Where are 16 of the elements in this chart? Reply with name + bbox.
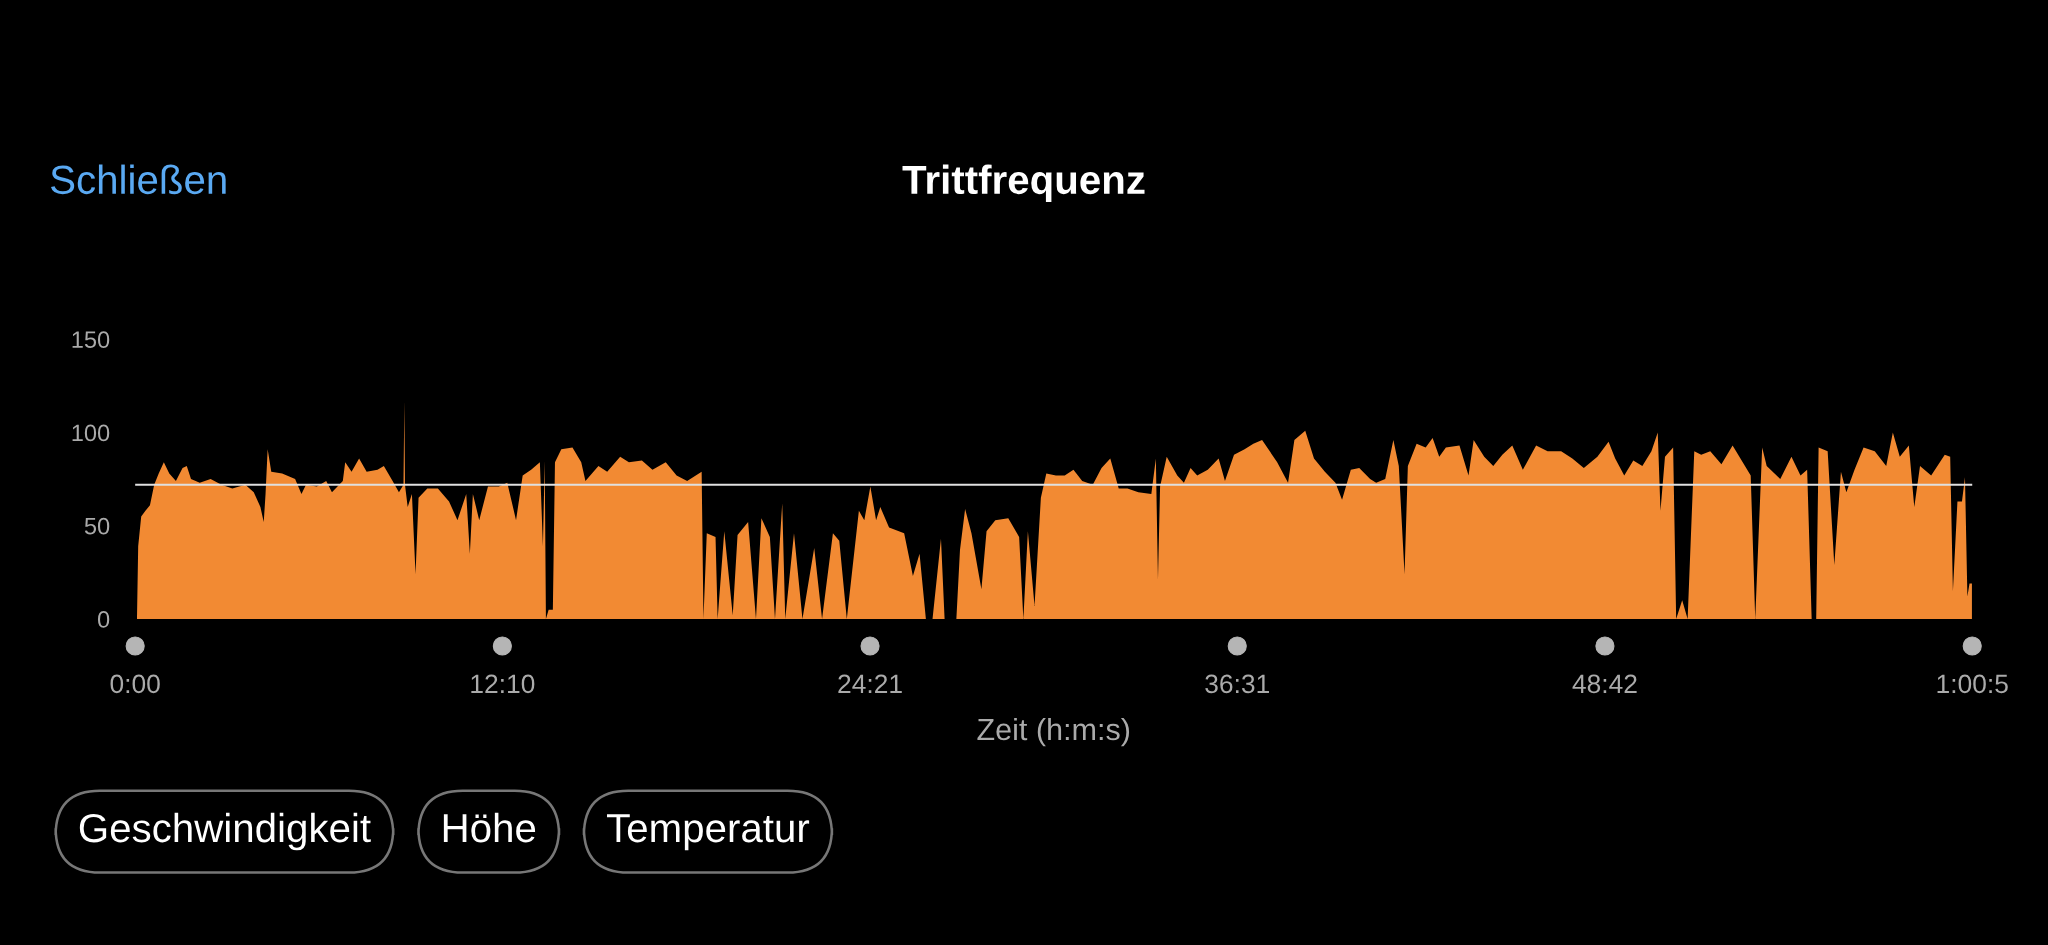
text: Geschwindigkeit [79,812,371,851]
x-axis-title: Zeit (h:m:s) [977,717,1130,747]
text: Höhe [443,812,536,843]
x-tick-label: 12:10 [471,674,535,694]
chart-title: Trittfrequenz [902,164,1145,203]
x-tick-label: 24:21 [838,674,902,693]
x-tick-label: 1:00:5 [1937,674,2008,694]
y-tick-label: 0 [97,611,110,628]
text: Schließen [50,164,226,195]
y-tick-label: 100 [72,424,110,442]
x-tick-label: 48:42 [1572,674,1637,694]
y-tick-label: 150 [72,331,110,349]
x-tick-label: 0:00 [110,674,160,694]
y-tick-label: 50 [84,517,110,535]
text: Temperatur [606,814,810,851]
x-tick-label: 36:31 [1205,674,1269,694]
